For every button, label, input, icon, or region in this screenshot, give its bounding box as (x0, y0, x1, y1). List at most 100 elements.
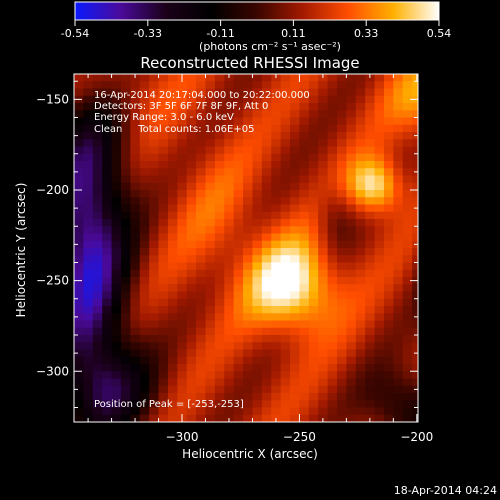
heatmap-cell (327, 161, 338, 169)
heatmap-cell (402, 233, 413, 242)
heatmap-cell (327, 255, 338, 263)
heatmap-cell (120, 190, 131, 198)
heatmap-cell (280, 248, 291, 256)
heatmap-cell (243, 233, 253, 242)
heatmap-cell (111, 146, 122, 155)
heatmap-cell (280, 327, 291, 336)
heatmap-cell (205, 407, 216, 416)
heatmap-cell (214, 356, 225, 365)
heatmap-cell (120, 320, 131, 329)
heatmap-cell (177, 262, 188, 271)
heatmap-cell (355, 262, 366, 271)
heatmap-cell (308, 291, 319, 300)
heatmap-cell (130, 153, 141, 162)
heatmap-cell (186, 378, 197, 387)
heatmap-cell (280, 385, 291, 394)
heatmap-cell (102, 342, 113, 350)
heatmap-cell (177, 219, 188, 227)
heatmap-cell (102, 400, 113, 408)
heatmap-cell (130, 211, 141, 220)
heatmap-cell (374, 356, 385, 365)
heatmap-cell (224, 306, 235, 314)
heatmap-cell (308, 262, 319, 271)
heatmap-cell (74, 378, 84, 387)
heatmap-cell (139, 400, 150, 408)
heatmap-cell (290, 371, 300, 379)
heatmap-cell (167, 306, 178, 314)
heatmap-cell (308, 327, 319, 336)
heatmap-cell (186, 407, 197, 416)
heatmap-cell (83, 393, 94, 401)
heatmap-cell (261, 88, 272, 97)
heatmap-cell (243, 248, 253, 256)
heatmap-cell (83, 146, 94, 155)
heatmap-cell (318, 132, 329, 140)
heatmap-cell (299, 320, 310, 329)
heatmap-cell (205, 291, 216, 300)
heatmap-cell (233, 393, 244, 401)
heatmap-cell (412, 226, 418, 234)
heatmap-cell (214, 110, 225, 118)
heatmap-cell (383, 284, 394, 292)
heatmap-cell (365, 88, 376, 97)
heatmap-cell (102, 349, 113, 358)
heatmap-cell (290, 320, 300, 329)
heatmap-cell (252, 320, 263, 329)
heatmap-cell (139, 139, 150, 147)
heatmap-cell (83, 226, 94, 234)
heatmap-cell (365, 153, 376, 162)
heatmap-cell (233, 298, 244, 307)
heatmap-cell (233, 400, 244, 408)
heatmap-cell (290, 364, 300, 372)
heatmap-cell (214, 226, 225, 234)
heatmap-cell (224, 262, 235, 271)
heatmap-cell (299, 110, 310, 118)
heatmap-cell (383, 226, 394, 234)
heatmap-cell (120, 139, 131, 147)
heatmap-cell (318, 356, 329, 365)
heatmap-cell (214, 255, 225, 263)
heatmap-cell (74, 124, 84, 133)
heatmap-cell (261, 378, 272, 387)
heatmap-cell (299, 313, 310, 321)
heatmap-cell (402, 74, 413, 82)
heatmap-cell (120, 342, 131, 350)
heatmap-cell (318, 277, 329, 285)
heatmap-cell (186, 335, 197, 343)
heatmap-cell (271, 88, 282, 97)
heatmap-cell (346, 161, 357, 169)
heatmap-cell (205, 139, 216, 147)
heatmap-cell (83, 342, 94, 350)
heatmap-cell (167, 182, 178, 191)
heatmap-cell (261, 161, 272, 169)
heatmap-cell (280, 364, 291, 372)
heatmap-cell (158, 103, 169, 111)
heatmap-cell (83, 378, 94, 387)
heatmap-cell (196, 291, 206, 300)
heatmap-cell (139, 219, 150, 227)
heatmap-cell (402, 255, 413, 263)
heatmap-cell (224, 327, 235, 336)
heatmap-cell (280, 211, 291, 220)
heatmap-cell (365, 219, 376, 227)
heatmap-cell (271, 168, 282, 176)
heatmap-cell (205, 233, 216, 242)
heatmap-cell (365, 95, 376, 104)
heatmap-cell (233, 95, 244, 104)
heatmap-cell (120, 146, 131, 155)
heatmap-cell (299, 335, 310, 343)
heatmap-cell (92, 153, 103, 162)
heatmap-cell (130, 110, 141, 118)
heatmap-cell (290, 124, 300, 133)
heatmap-cell (92, 248, 103, 256)
heatmap-cell (308, 248, 319, 256)
heatmap-cell (252, 414, 263, 422)
heatmap-cell (346, 349, 357, 358)
heatmap-cell (252, 219, 263, 227)
heatmap-cell (318, 240, 329, 249)
heatmap-cell (261, 211, 272, 220)
heatmap-cell (299, 103, 310, 111)
heatmap-cell (177, 248, 188, 256)
heatmap-cell (186, 161, 197, 169)
heatmap-cell (252, 255, 263, 263)
